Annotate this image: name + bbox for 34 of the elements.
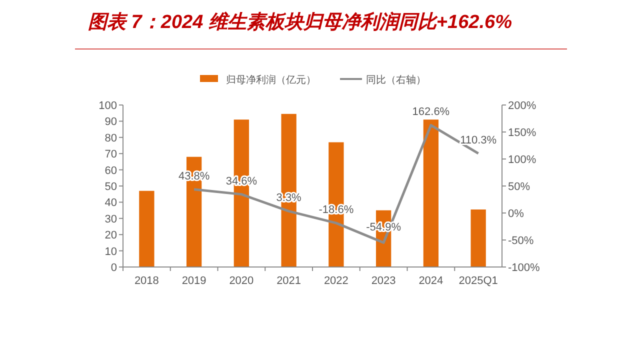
y2-tick-label: 200% xyxy=(508,100,536,112)
y2-tick-label: 150% xyxy=(508,127,536,139)
y-tick-label: 30 xyxy=(104,213,117,226)
y-tick-label: 70 xyxy=(104,148,117,161)
x-tick-label: 2019 xyxy=(182,275,206,287)
legend-label: 归母净利润（亿元） xyxy=(226,74,316,86)
y-tick-label: 20 xyxy=(104,230,117,242)
legend-label: 同比（右轴） xyxy=(366,74,426,86)
x-tick-label: 2022 xyxy=(324,275,348,287)
y-tick-label: 50 xyxy=(104,181,117,193)
bar xyxy=(139,190,154,267)
y-tick-label: 80 xyxy=(104,132,117,144)
bar xyxy=(470,209,486,267)
x-tick-label: 2023 xyxy=(371,275,396,287)
x-tick-label: 2024 xyxy=(418,275,444,287)
y2-tick-label: 0% xyxy=(508,208,524,220)
x-tick-label: 2020 xyxy=(229,275,254,287)
y-tick-label: 40 xyxy=(104,197,117,210)
y-tick-label: 60 xyxy=(104,164,117,177)
x-tick-label: 2018 xyxy=(134,275,159,287)
x-tick-label: 2025Q1 xyxy=(458,275,498,287)
chart-title: 图表 7：2024 维生素板块归母净利润同比+162.6% xyxy=(88,11,512,33)
y2-tick-label: -50% xyxy=(508,235,534,247)
y2-tick-label: 100% xyxy=(508,154,536,166)
data-label: 110.3% xyxy=(460,134,497,146)
y2-tick-label: 50% xyxy=(508,181,530,193)
y-tick-label: 10 xyxy=(104,246,117,258)
bar xyxy=(423,120,439,267)
y-tick-label: 100 xyxy=(98,100,117,112)
x-tick-label: 2021 xyxy=(276,275,302,287)
data-label: 162.6% xyxy=(412,106,450,118)
y-tick-label: 90 xyxy=(104,116,117,128)
y-tick-label: 0 xyxy=(110,262,117,274)
y2-tick-label: -100% xyxy=(508,262,540,274)
